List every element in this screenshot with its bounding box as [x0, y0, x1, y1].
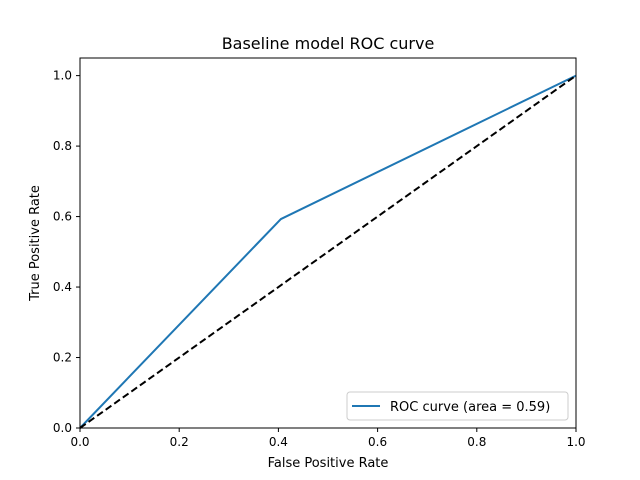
x-tick-label: 0.6	[368, 435, 387, 449]
y-axis-label: True Positive Rate	[28, 185, 43, 302]
chance-diagonal-line	[79, 74, 577, 429]
y-tick-label: 0.2	[53, 351, 72, 365]
x-tick-label: 0.8	[467, 435, 486, 449]
legend-box	[346, 391, 569, 421]
legend-entry-roc: ROC curve (area = 0.59)	[390, 400, 550, 415]
series-layer	[79, 74, 577, 429]
x-tick-label: 0.0	[70, 435, 89, 449]
y-tick-label: 0.0	[53, 421, 72, 435]
x-tick-label: 0.4	[269, 435, 288, 449]
y-tick-label: 0.4	[53, 280, 72, 294]
legend: ROC curve (area = 0.59)	[346, 391, 569, 421]
x-tick-label: 1.0	[566, 435, 585, 449]
axes-frame	[79, 57, 577, 429]
y-tick-label: 1.0	[53, 69, 72, 83]
x-axis-label: False Positive Rate	[268, 456, 389, 471]
y-tick-label: 0.8	[53, 139, 72, 153]
ticks-layer: 0.0 0.2 0.4 0.6 0.8 1.0 0.0 0.2 0.4 0.6 0.8 1.0	[53, 69, 586, 449]
x-tick-label: 0.2	[170, 435, 189, 449]
y-tick-label: 0.6	[53, 210, 72, 224]
roc-curve-line	[79, 74, 577, 429]
chart-title: Baseline model ROC curve	[222, 34, 435, 53]
